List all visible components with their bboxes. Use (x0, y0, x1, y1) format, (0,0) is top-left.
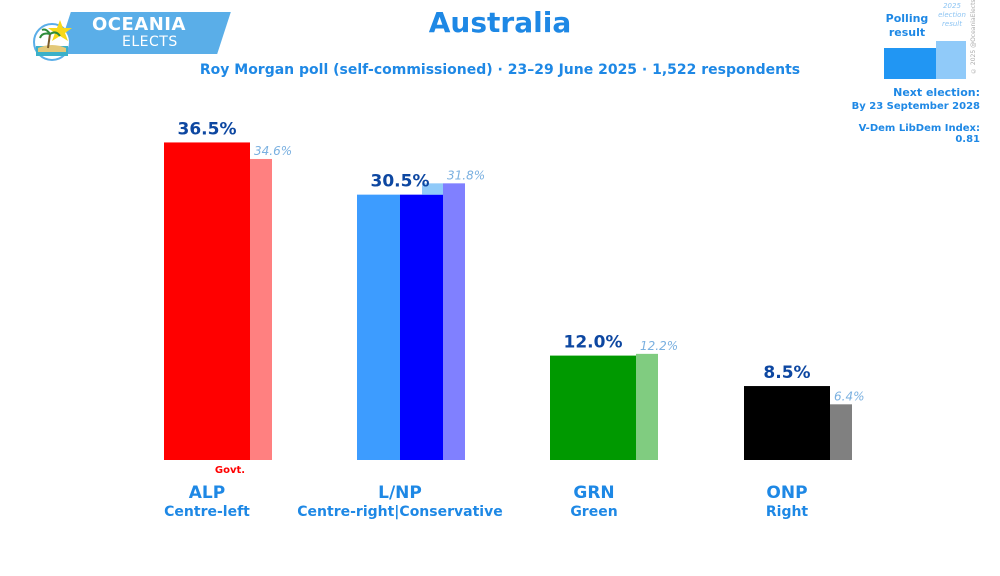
next-election-value: By 23 September 2028 (851, 101, 980, 112)
logo-text-oceania: OCEANIA (92, 14, 186, 35)
page-title: Australia (428, 6, 572, 39)
govt-label: Govt. (214, 465, 246, 476)
legend-polling-label: Polling result (885, 12, 929, 39)
result-bar-grn (636, 353, 658, 460)
oceania-elects-logo: OCEANIA ELECTS (30, 12, 231, 61)
result-bar-alp (250, 158, 272, 461)
party-name: L/NP (378, 483, 422, 503)
poll-bar-lnp-lib (357, 194, 400, 460)
page-subtitle: Roy Morgan poll (self-commissioned) · 23… (199, 62, 801, 78)
vdem-index: V-Dem LibDem Index: 0.81 (858, 123, 980, 145)
result-value-label-lnp: 31.8% (447, 168, 485, 182)
result-value-label-grn: 12.2% (640, 339, 678, 353)
party-ideology: Green (570, 504, 618, 520)
party-name: GRN (573, 483, 615, 503)
legend: Polling result 2025 election result © 20… (870, 0, 990, 90)
poll-value-label-grn: 12.0% (564, 333, 623, 353)
party-name: ALP (188, 483, 226, 503)
party-ideology: Right (765, 504, 809, 520)
party-label-lnp: L/NP Centre-right|Conservative (290, 483, 510, 521)
poll-bar-alp (164, 142, 250, 460)
logo-text-elects: ELECTS (122, 34, 178, 50)
result-bar-onp (830, 404, 852, 460)
result-bar-lnp (443, 183, 465, 460)
poll-bar-lnp-nat (400, 194, 443, 460)
party-label-grn: GRN Green (484, 483, 704, 521)
poll-bar-grn (550, 355, 636, 460)
legend-election-label: 2025 election result (938, 2, 966, 28)
party-label-onp: ONP Right (677, 483, 897, 521)
result-value-label-alp: 34.6% (254, 144, 292, 158)
logo-island-icon (33, 20, 72, 61)
party-ideology: Centre-right|Conservative (297, 504, 503, 520)
party-label-alp: ALP Centre-left (97, 483, 317, 521)
poll-value-label-lnp: 30.5% (371, 172, 430, 192)
poll-bar-onp (744, 386, 830, 460)
next-election-label: Next election: (893, 86, 980, 99)
party-ideology: Centre-left (164, 504, 250, 520)
result-value-label-onp: 6.4% (834, 389, 865, 403)
poll-value-label-onp: 8.5% (763, 363, 810, 383)
poll-value-label-alp: 36.5% (178, 119, 237, 139)
legend-election-swatch (936, 41, 966, 79)
result-overlap-lnp (422, 183, 443, 195)
party-name: ONP (766, 483, 808, 503)
